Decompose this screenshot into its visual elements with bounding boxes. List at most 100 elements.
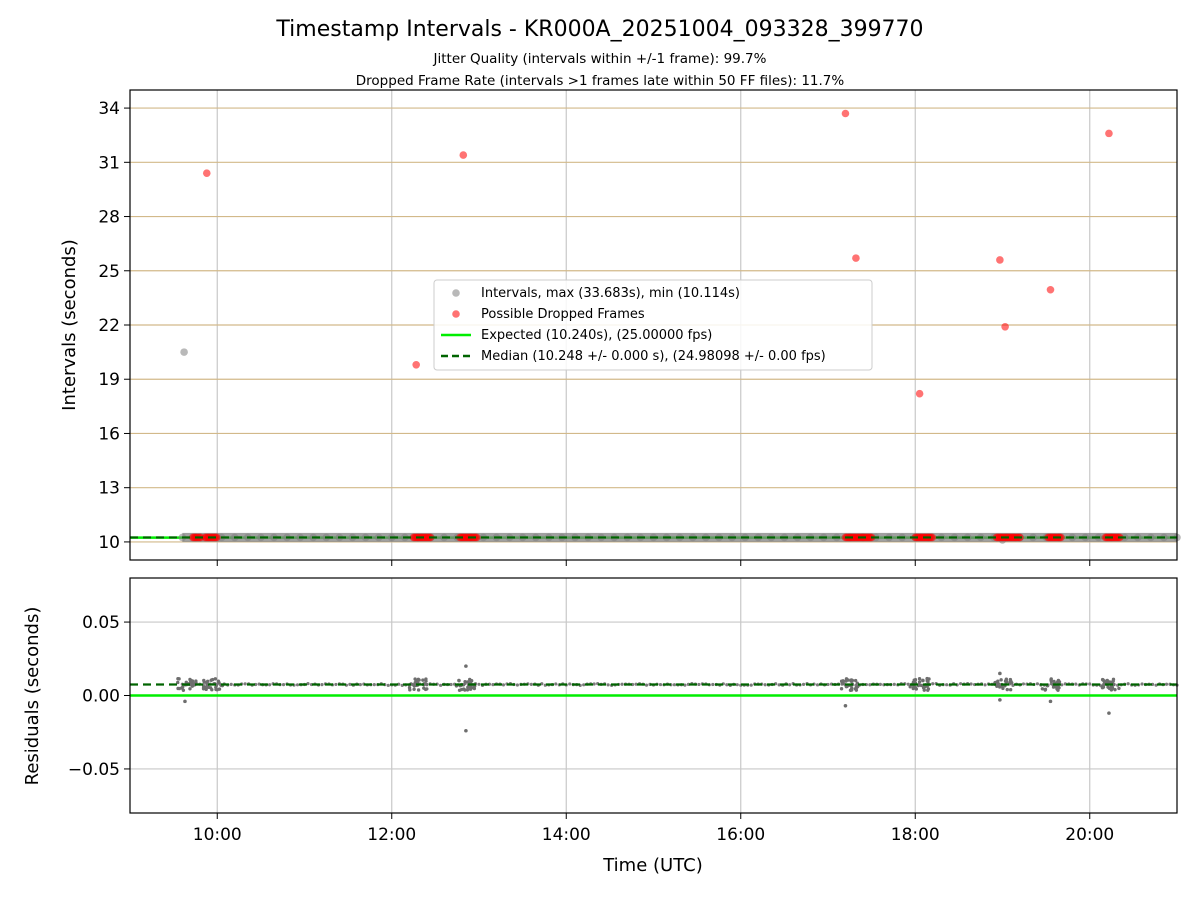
residuals-ytick-label: 0.00 (82, 687, 120, 707)
chart-subtitle-jitter: Jitter Quality (intervals within +/-1 fr… (433, 51, 767, 67)
residual-point (529, 682, 533, 686)
residual-point (801, 682, 806, 686)
residual-point (439, 683, 443, 687)
residual-point (412, 687, 416, 691)
residual-point (725, 683, 729, 687)
residuals-panel: 10:00 12:00 14:00 16:00 18:00 20:00 0.05 0.00 −0… (22, 577, 1179, 845)
residual-point (386, 683, 390, 687)
residual-point (878, 682, 882, 686)
residual-point (917, 680, 922, 684)
residual-point (201, 685, 206, 689)
intervals-ytick-label: 19 (98, 370, 120, 390)
residual-point (921, 678, 925, 683)
residual-point (422, 686, 426, 690)
residual-point (257, 682, 261, 686)
intervals-ytick-label: 13 (98, 479, 120, 499)
residual-point (472, 686, 477, 691)
x-tick-label: 20:00 (1065, 825, 1114, 845)
residual-point (826, 682, 830, 687)
residual-point (1107, 711, 1111, 715)
residual-point (658, 682, 663, 687)
residual-point (466, 680, 470, 684)
chart-title: Timestamp Intervals - KR000A_20251004_09… (275, 17, 923, 42)
residual-point (921, 686, 926, 690)
residual-point (183, 699, 187, 704)
dropped-frame-point (915, 389, 924, 398)
residual-point (1074, 682, 1078, 686)
intervals-ytick-label: 10 (98, 533, 120, 553)
residual-point (606, 683, 610, 687)
residual-point (1049, 678, 1053, 682)
residual-point (844, 684, 849, 689)
residual-point (468, 687, 473, 691)
residual-point (998, 671, 1002, 676)
residual-point (469, 679, 474, 683)
residual-point (911, 680, 916, 685)
residual-point (188, 687, 192, 691)
residual-point (840, 680, 844, 685)
residual-point (213, 677, 218, 681)
residual-point (1043, 688, 1047, 692)
residual-point (908, 685, 912, 689)
residual-point (416, 688, 421, 692)
residual-point (620, 682, 624, 686)
residuals-ticks: 10:00 12:00 14:00 16:00 18:00 20:00 0.05 0.00 −0… (68, 613, 1114, 845)
residual-point (906, 682, 910, 686)
residual-point (672, 683, 677, 687)
residual-point (644, 683, 649, 687)
residual-point (295, 683, 300, 687)
residual-point (465, 688, 470, 692)
residual-point (843, 703, 848, 708)
residual-point (281, 683, 286, 687)
dropped-frame-point (202, 169, 211, 177)
residual-point (177, 677, 181, 681)
residual-point (815, 683, 820, 687)
residual-point (959, 682, 963, 686)
residual-point (469, 684, 473, 689)
residual-point (763, 683, 767, 687)
residual-point (425, 687, 429, 691)
dropped-frame-point (473, 533, 481, 542)
residual-point (491, 683, 495, 687)
intervals-data (130, 109, 1181, 544)
x-tick-label: 16:00 (716, 825, 765, 845)
residual-point (927, 677, 931, 681)
residual-point (983, 683, 987, 687)
residual-point (457, 688, 462, 692)
residual-point (461, 687, 466, 691)
residual-point (189, 678, 193, 683)
residual-point (592, 682, 596, 686)
intervals-ytick-label: 28 (98, 208, 120, 228)
residual-point (917, 677, 922, 681)
residual-point (463, 679, 467, 684)
residual-point (1113, 687, 1117, 692)
dropped-frame-point (213, 533, 221, 542)
residual-point (210, 677, 215, 682)
residual-point (849, 688, 853, 692)
residual-point (372, 683, 376, 687)
residual-point (180, 685, 185, 689)
residual-point (217, 687, 222, 691)
x-tick-label: 12:00 (367, 825, 416, 845)
legend-expected-label: Expected (10.240s), (25.00000 fps) (481, 328, 712, 343)
residual-point (214, 687, 218, 692)
residual-point (777, 683, 781, 687)
dropped-frame-point (852, 254, 860, 262)
intervals-ytick-label: 25 (98, 262, 120, 282)
residual-point (229, 682, 233, 686)
intervals-ytick-label: 16 (98, 424, 120, 444)
residual-point (424, 677, 428, 681)
legend: Intervals, max (33.683s), min (10.114s) … (433, 279, 873, 371)
legend-box (433, 279, 873, 371)
residual-point (931, 682, 935, 686)
intervals-ytick-label: 22 (98, 316, 120, 336)
residual-point (1110, 686, 1115, 690)
residual-point (1005, 687, 1009, 692)
residual-point (457, 678, 461, 683)
residual-point (1056, 680, 1060, 684)
residual-point (1009, 679, 1013, 684)
residual-point (926, 687, 931, 691)
residual-point (914, 687, 919, 691)
residual-point (1011, 683, 1015, 687)
residual-point (243, 682, 247, 686)
